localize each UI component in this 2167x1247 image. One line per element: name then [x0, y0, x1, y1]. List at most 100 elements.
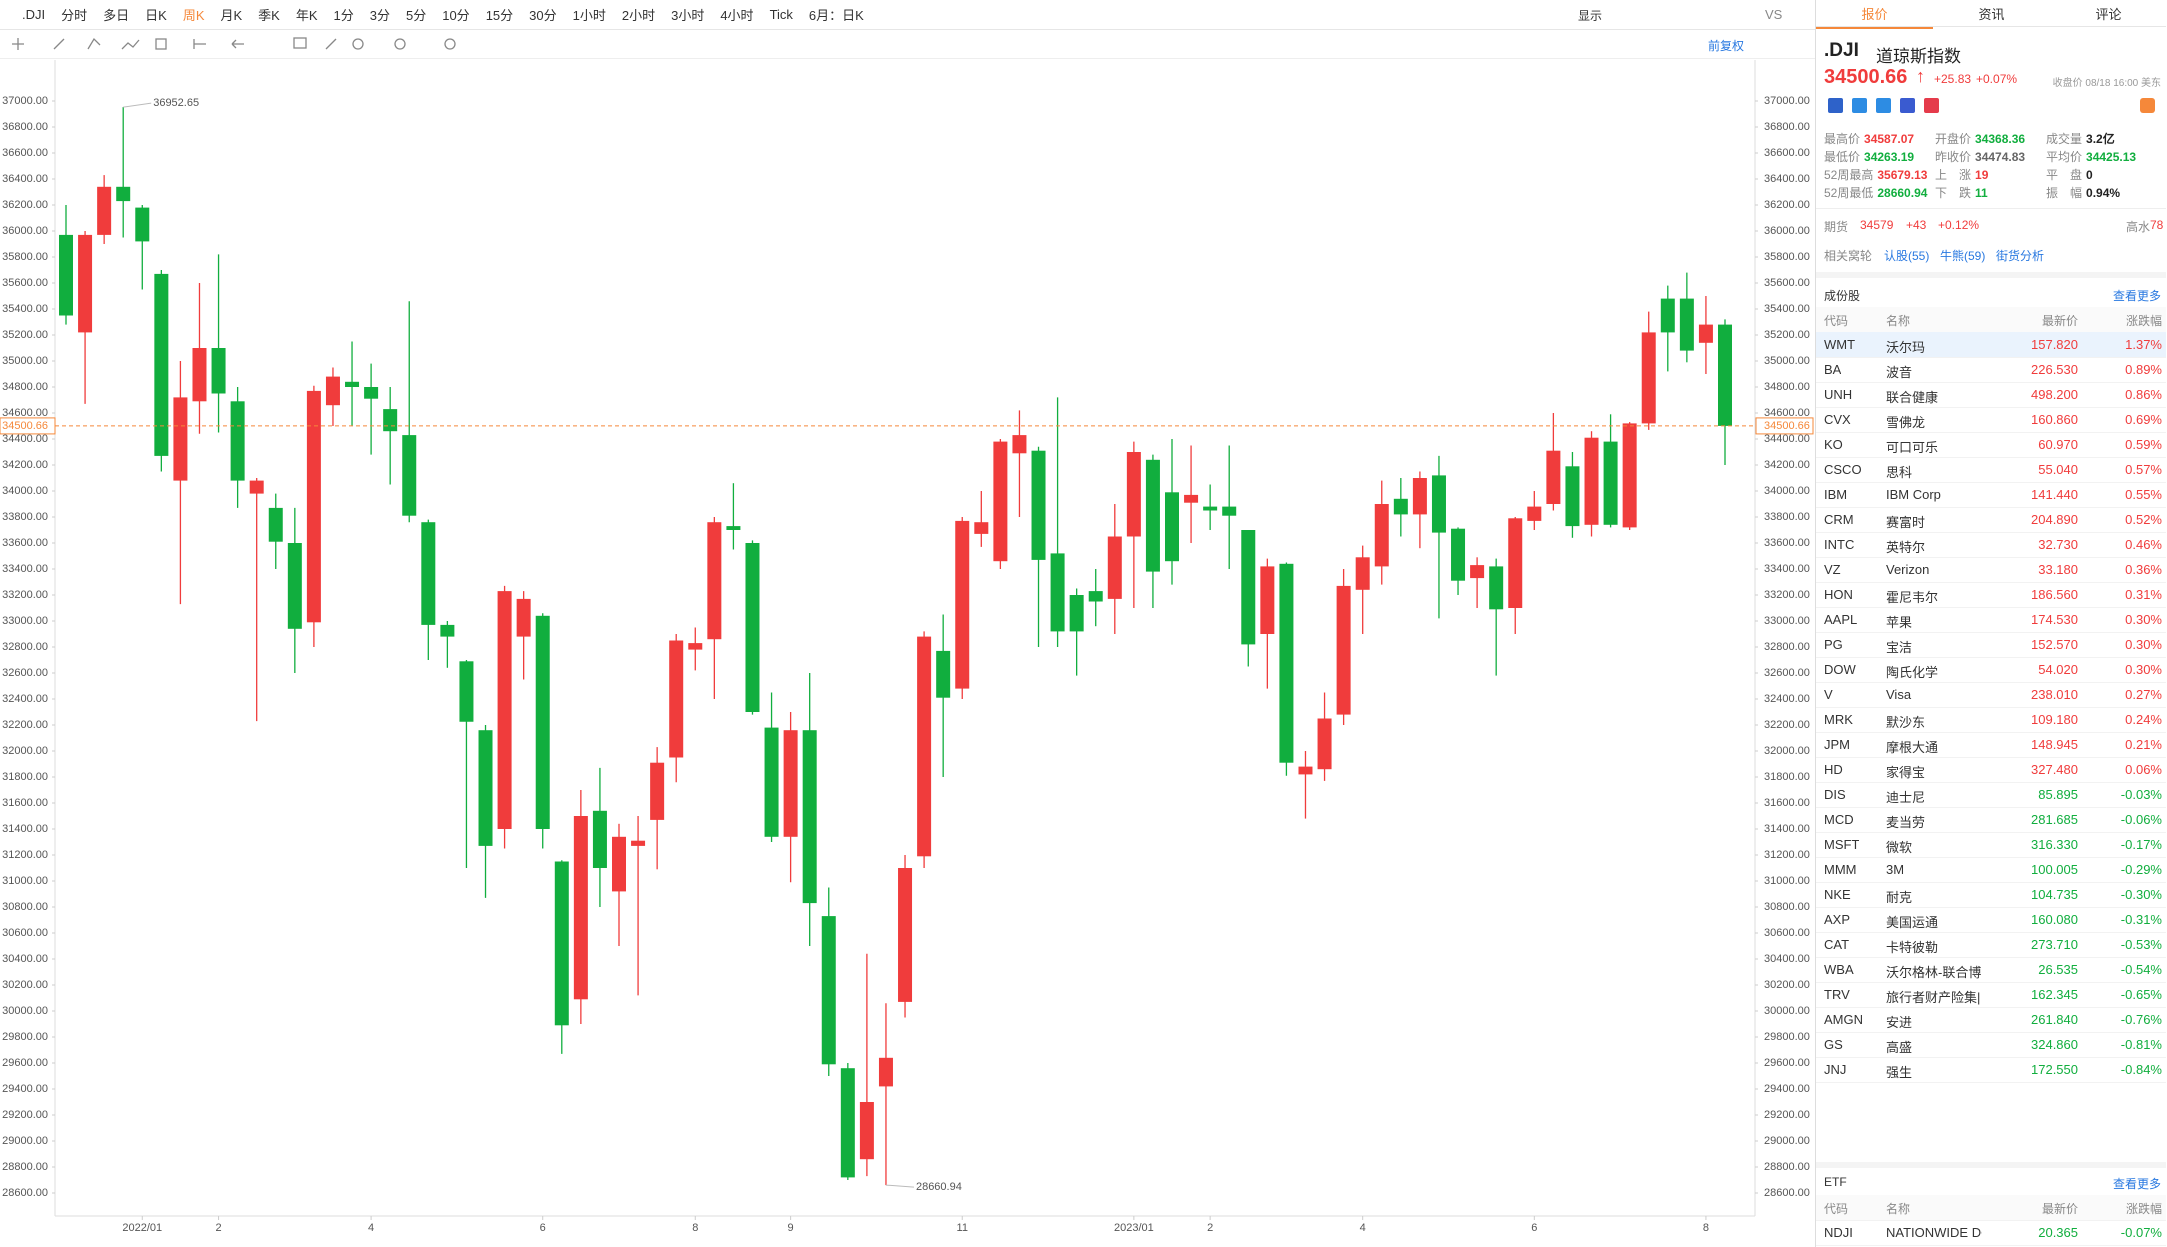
more-link[interactable]: 查看更多	[2112, 289, 2161, 303]
period-button[interactable]: 1分	[333, 8, 354, 23]
tab[interactable]: 评论	[2095, 7, 2122, 22]
table-row[interactable]: CSCO 思科 55.040 0.57%	[1816, 457, 2166, 483]
warrant-link[interactable]: 牛熊(59)	[1940, 249, 1986, 263]
display-button[interactable]: 显示	[1578, 9, 1603, 23]
candle-body	[688, 643, 703, 650]
candle-body	[1241, 530, 1256, 645]
period-button[interactable]: 15分	[485, 8, 514, 23]
period-button[interactable]: 多日	[103, 8, 130, 23]
period-button[interactable]: 3小时	[671, 8, 705, 23]
table-row[interactable]: NKE 耐克 104.735 -0.30%	[1816, 882, 2166, 908]
period-button[interactable]: 月K	[220, 8, 243, 23]
link-icon[interactable]	[1876, 98, 1891, 113]
period-button[interactable]: 年K	[295, 8, 318, 23]
stat-label: 最高价	[1824, 132, 1861, 146]
table-row[interactable]: DOW 陶氏化学 54.020 0.30%	[1816, 657, 2166, 683]
table-row[interactable]: CRM 赛富时 204.890 0.52%	[1816, 507, 2166, 533]
y-tick-label: 33800.00	[2, 511, 48, 523]
period-button[interactable]: 季K	[258, 8, 280, 23]
link-icon[interactable]	[1900, 98, 1915, 113]
vs-button[interactable]: VS	[1765, 7, 1783, 22]
period-button[interactable]: Tick	[769, 7, 793, 22]
column-header: 代码	[1824, 1202, 1849, 1216]
table-row[interactable]: INTC 英特尔 32.730 0.46%	[1816, 532, 2166, 558]
table-row[interactable]: MRK 默沙东 109.180 0.24%	[1816, 707, 2166, 733]
y-tick-label: 34800.00	[2, 381, 48, 393]
adjust-button[interactable]: 前复权	[1708, 39, 1745, 53]
period-button[interactable]: 5分	[405, 8, 427, 23]
candle-body	[1145, 459, 1160, 572]
table-row[interactable]: IBM IBM Corp 141.440 0.55%	[1816, 482, 2166, 508]
period-button[interactable]: 分时	[61, 8, 88, 23]
y-tick-label: 30400.00	[1764, 953, 1810, 965]
table-row[interactable]: NDJI NATIONWIDE DC 20.365 -0.07%	[1816, 1220, 2166, 1246]
stat-value: 3.2亿	[2086, 132, 2115, 146]
y-tick-label: 29000.00	[2, 1135, 48, 1147]
table-row[interactable]: GS 高盛 324.860 -0.81%	[1816, 1032, 2166, 1058]
y-tick-label: 34600.00	[2, 407, 48, 419]
table-row[interactable]: KO 可口可乐 60.970 0.59%	[1816, 432, 2166, 458]
table-row[interactable]: BA 波音 226.530 0.89%	[1816, 357, 2166, 383]
link-icon[interactable]	[1828, 98, 1843, 113]
period-button[interactable]: 日K	[145, 8, 167, 23]
warrant-link[interactable]: 街货分析	[1996, 249, 2045, 263]
link-icon[interactable]	[1924, 98, 1939, 113]
link-icon[interactable]	[1852, 98, 1867, 113]
stat-label: 下 跌	[1935, 186, 1972, 200]
table-row[interactable]: MCD 麦当劳 281.685 -0.06%	[1816, 807, 2166, 833]
stat: 昨收价 34474.83	[1935, 148, 2025, 165]
table-row[interactable]: MMM 3M 100.005 -0.29%	[1816, 857, 2166, 883]
period-button[interactable]: 6月：日K	[808, 8, 864, 23]
column-header: 最新价	[2041, 1202, 2078, 1216]
period-button[interactable]: 2小时	[621, 8, 656, 23]
table-row[interactable]: JNJ 强生 172.550 -0.84%	[1816, 1057, 2166, 1083]
y-tick-label: 37000.00	[2, 95, 48, 107]
period-button[interactable]: 3分	[369, 8, 390, 23]
table-row[interactable]: AXP 美国运通 160.080 -0.31%	[1816, 907, 2166, 933]
table-row[interactable]: HD 家得宝 327.480 0.06%	[1816, 757, 2166, 783]
candle-body	[993, 441, 1008, 562]
period-button[interactable]: 4小时	[720, 8, 754, 23]
stat-label: 振 幅	[2046, 186, 2083, 200]
table-row[interactable]: CVX 雪佛龙 160.860 0.69%	[1816, 407, 2166, 433]
tab[interactable]: 资讯	[1978, 7, 2005, 22]
x-tick-label: 6	[540, 1222, 546, 1234]
candle-body	[1603, 441, 1618, 525]
chart: 37000.00 37000.00 36800.00 36800.00 36600.00…	[0, 60, 1814, 1234]
tab[interactable]: 报价	[1816, 4, 1933, 29]
table-row[interactable]: WBA 沃尔格林-联合博 26.535 -0.54%	[1816, 957, 2166, 983]
alert-icon[interactable]	[2140, 98, 2155, 113]
period-button[interactable]: 10分	[442, 8, 470, 23]
table-row[interactable]: PG 宝洁 152.570 0.30%	[1816, 632, 2166, 658]
table-row[interactable]: CAT 卡特彼勒 273.710 -0.53%	[1816, 932, 2166, 958]
table-row[interactable]: WMT 沃尔玛 157.820 1.37%	[1816, 332, 2166, 358]
table-row[interactable]: DIS 迪士尼 85.895 -0.03%	[1816, 782, 2166, 808]
name: 英特尔	[1886, 540, 1926, 555]
table-row[interactable]: UNH 联合健康 498.200 0.86%	[1816, 382, 2166, 408]
table-row[interactable]: AAPL 苹果 174.530 0.30%	[1816, 607, 2166, 633]
table-row[interactable]: HON 霍尼韦尔 186.560 0.31%	[1816, 582, 2166, 608]
last-price: 55.040	[2038, 462, 2078, 477]
candle-body	[345, 381, 360, 387]
change-pct: -0.29%	[2120, 862, 2162, 877]
more-link[interactable]: 查看更多	[2112, 1177, 2161, 1191]
period-button[interactable]: 1小时	[572, 8, 606, 23]
y-tick-label: 33000.00	[2, 615, 48, 627]
table-row[interactable]: AMGN 安进 261.840 -0.76%	[1816, 1007, 2166, 1033]
code: JPM	[1824, 737, 1850, 752]
table-row[interactable]: V Visa 238.010 0.27%	[1816, 682, 2166, 708]
column-header: 名称	[1886, 314, 1911, 328]
symbol[interactable]: .DJI	[22, 7, 46, 22]
period-button[interactable]: 周K	[182, 8, 205, 23]
period-button[interactable]: 30分	[529, 8, 557, 23]
candle-body	[1508, 518, 1523, 608]
table-row[interactable]: JPM 摩根大通 148.945 0.21%	[1816, 732, 2166, 758]
change-pct: 0.57%	[2125, 462, 2162, 477]
warrant-link[interactable]: 认股(55)	[1884, 249, 1930, 263]
table-row[interactable]: MSFT 微软 316.330 -0.17%	[1816, 832, 2166, 858]
y-tick-label: 33600.00	[1764, 537, 1810, 549]
table-row[interactable]: VZ Verizon 33.180 0.36%	[1816, 557, 2166, 583]
table-row[interactable]: TRV 旅行者财产险集| 162.345 -0.65%	[1816, 982, 2166, 1008]
candle-body	[1031, 450, 1046, 560]
y-tick-label: 31400.00	[2, 823, 48, 835]
